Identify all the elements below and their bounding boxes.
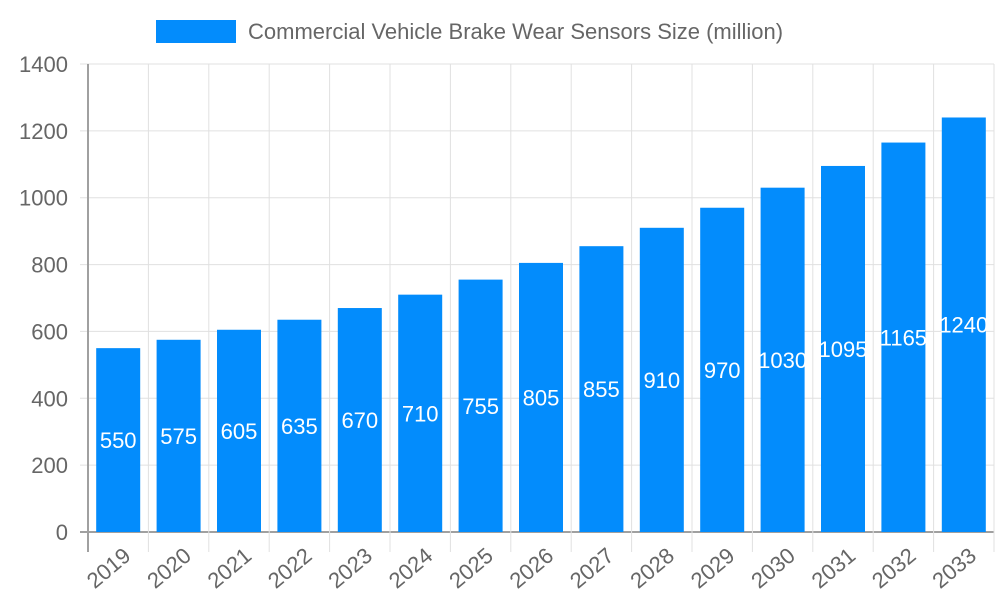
bar <box>156 339 201 532</box>
bar <box>639 227 684 533</box>
bar-value-label: 1165 <box>880 325 927 350</box>
bar-value-label: 635 <box>281 414 318 439</box>
x-tick-label: 2031 <box>807 543 861 594</box>
bar-value-label: 1095 <box>819 337 868 362</box>
x-tick-label: 2022 <box>263 543 317 594</box>
bar-value-label: 855 <box>583 377 620 402</box>
x-tick-label: 2030 <box>746 543 800 594</box>
legend[interactable]: Commercial Vehicle Brake Wear Sensors Si… <box>156 19 783 44</box>
x-tick-label: 2029 <box>686 543 740 594</box>
x-tick-label: 2033 <box>927 543 981 594</box>
bar <box>96 348 141 532</box>
y-tick-label: 1200 <box>19 119 68 144</box>
bar <box>881 142 926 533</box>
y-tick-label: 1400 <box>19 52 68 77</box>
bar-value-label: 1030 <box>758 348 807 373</box>
y-tick-label: 600 <box>31 319 68 344</box>
y-tick-label: 800 <box>31 253 68 278</box>
bar <box>519 262 563 532</box>
bar <box>821 165 865 532</box>
bar <box>458 279 503 532</box>
x-tick-label: 2020 <box>142 543 196 594</box>
legend-label: Commercial Vehicle Brake Wear Sensors Si… <box>248 19 783 44</box>
bar <box>760 187 805 532</box>
bar <box>398 294 443 532</box>
x-tick-label: 2027 <box>565 543 619 594</box>
y-tick-label: 400 <box>31 386 68 411</box>
bar-value-label: 970 <box>704 358 741 383</box>
x-tick-label: 2032 <box>867 543 921 594</box>
bar <box>337 308 382 532</box>
x-tick-label: 2019 <box>82 543 136 594</box>
bar-value-label: 710 <box>402 401 439 426</box>
x-tick-label: 2023 <box>323 543 377 594</box>
x-tick-label: 2026 <box>505 543 559 594</box>
x-tick-label: 2024 <box>384 543 438 594</box>
bar <box>941 117 986 532</box>
bar-value-label: 670 <box>341 408 378 433</box>
bar-value-label: 550 <box>100 428 137 453</box>
y-tick-label: 200 <box>31 453 68 478</box>
bar <box>277 319 322 532</box>
bar-value-label: 755 <box>462 394 499 419</box>
bar <box>700 207 745 532</box>
bar-value-label: 575 <box>160 424 197 449</box>
bar-value-label: 605 <box>221 419 258 444</box>
bar-value-label: 910 <box>643 368 680 393</box>
y-tick-label: 0 <box>56 520 68 545</box>
bar <box>217 329 261 532</box>
legend-swatch <box>156 20 236 43</box>
bar-value-label: 1240 <box>939 313 988 338</box>
y-tick-label: 1000 <box>19 186 68 211</box>
x-tick-label: 2025 <box>444 543 498 594</box>
bar <box>579 246 624 532</box>
x-tick-label: 2028 <box>625 543 679 594</box>
x-tick-label: 2021 <box>203 543 257 594</box>
bar-value-label: 805 <box>523 385 560 410</box>
